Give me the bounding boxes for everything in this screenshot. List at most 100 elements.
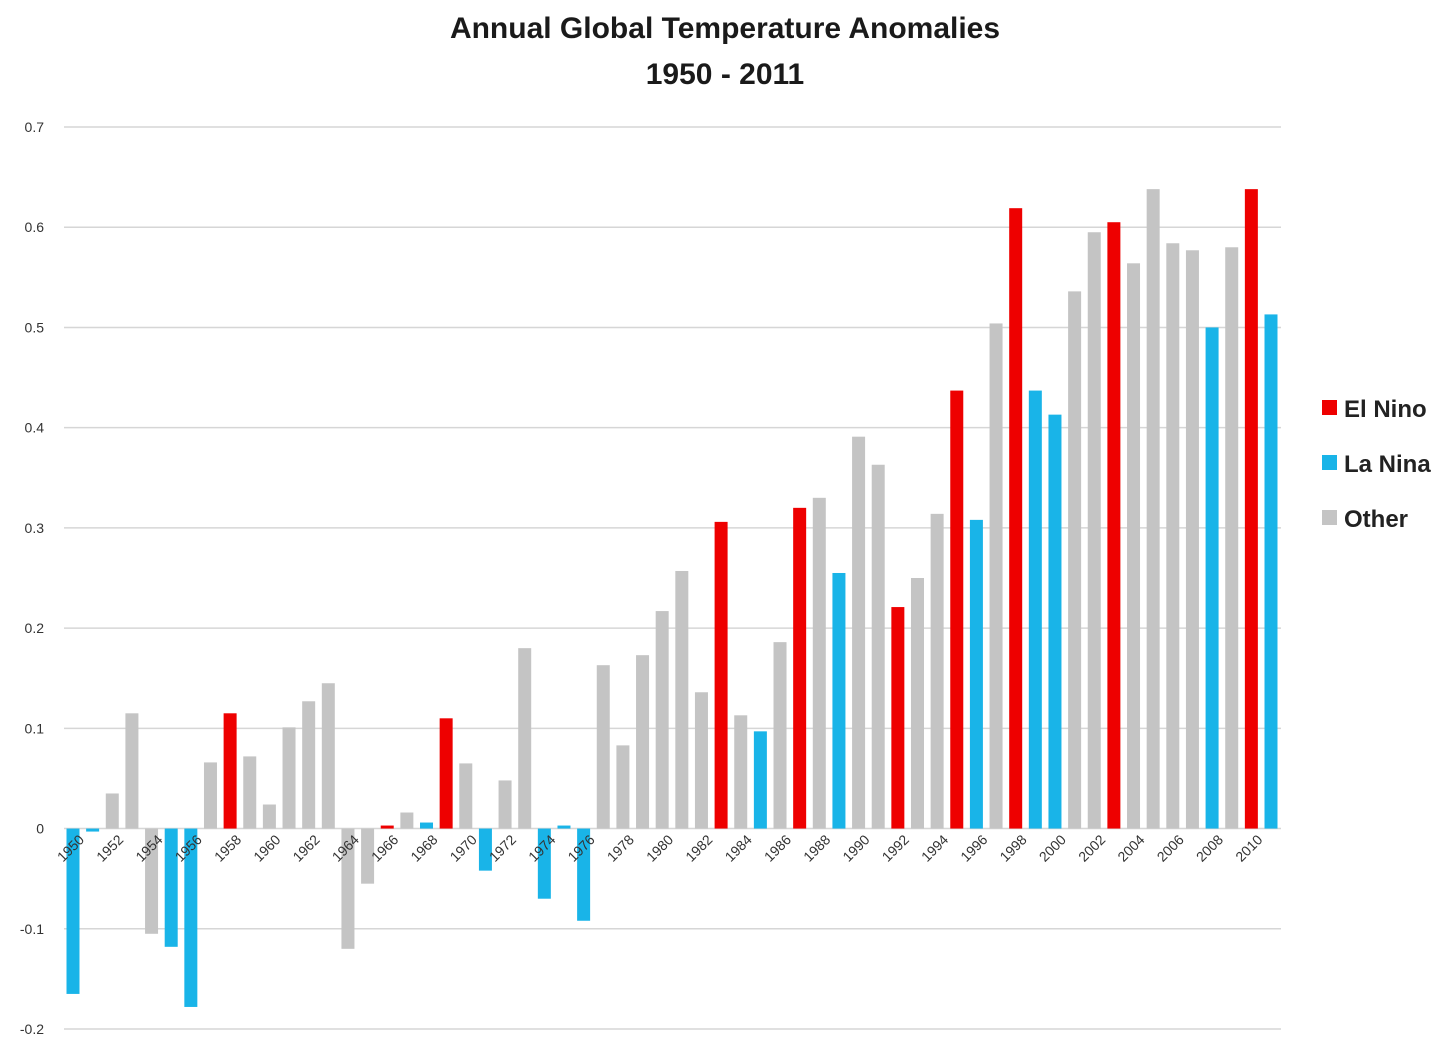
bar-1988 bbox=[812, 497, 826, 829]
x-tick-label: 1958 bbox=[211, 831, 244, 864]
y-tick-label: 0.2 bbox=[25, 620, 45, 636]
bar-2002 bbox=[1087, 232, 1101, 829]
bar-1953 bbox=[125, 713, 139, 829]
x-tick-label: 1988 bbox=[800, 831, 833, 864]
bar-2009 bbox=[1225, 247, 1239, 829]
legend-label: El Nino bbox=[1344, 396, 1427, 423]
x-tick-label: 2004 bbox=[1114, 831, 1147, 864]
bar-1994 bbox=[930, 513, 944, 829]
legend: El Nino La Nina Other bbox=[1322, 396, 1431, 533]
bar-1985 bbox=[753, 731, 767, 829]
bar-2005 bbox=[1146, 189, 1160, 829]
bar-1986 bbox=[773, 642, 787, 829]
y-tick-label: 0.7 bbox=[25, 119, 45, 135]
bar-1982 bbox=[694, 692, 708, 829]
bar-1957 bbox=[203, 762, 217, 829]
bar-2000 bbox=[1048, 414, 1062, 829]
bar-2007 bbox=[1185, 250, 1199, 829]
x-tick-label: 1982 bbox=[682, 831, 715, 864]
x-tick-label: 1968 bbox=[407, 831, 440, 864]
bar-1962 bbox=[302, 701, 316, 829]
x-tick-label: 2008 bbox=[1193, 831, 1226, 864]
legend-label: Other bbox=[1344, 506, 1408, 533]
bar-1987 bbox=[793, 507, 807, 829]
bar-1960 bbox=[262, 804, 276, 829]
bar-1990 bbox=[852, 436, 866, 829]
bar-1999 bbox=[1028, 390, 1042, 829]
x-tick-label: 1952 bbox=[93, 831, 126, 864]
bar-1963 bbox=[321, 683, 335, 829]
y-tick-label: 0.3 bbox=[25, 520, 45, 536]
x-tick-label: 1996 bbox=[957, 831, 990, 864]
y-tick-label: 0.4 bbox=[25, 420, 45, 436]
bar-1956 bbox=[184, 828, 198, 1007]
bar-1977 bbox=[596, 665, 610, 829]
bar-1997 bbox=[989, 323, 1003, 829]
y-tick-label: 0 bbox=[36, 821, 44, 837]
bar-1998 bbox=[1009, 208, 1023, 829]
bar-1974 bbox=[537, 828, 551, 899]
bar-1992 bbox=[891, 607, 905, 829]
bar-1995 bbox=[950, 390, 964, 829]
bar-2010 bbox=[1244, 189, 1258, 829]
y-tick-label: 0.5 bbox=[25, 319, 45, 335]
bar-2011 bbox=[1264, 314, 1278, 829]
bar-1976 bbox=[577, 828, 591, 921]
bar-1971 bbox=[478, 828, 492, 871]
x-tick-label: 2002 bbox=[1075, 831, 1108, 864]
legend-swatch bbox=[1322, 400, 1337, 415]
bar-1965 bbox=[361, 828, 375, 884]
x-tick-label: 1994 bbox=[918, 831, 951, 864]
bar-1983 bbox=[714, 521, 728, 829]
y-axis-ticks: 0.7 0.6 0.5 0.4 0.3 0.2 0.1 0 -0.1 -0.2 bbox=[20, 119, 44, 1037]
bar-1973 bbox=[518, 648, 532, 829]
bars bbox=[66, 189, 1278, 1007]
bar-2001 bbox=[1068, 291, 1082, 829]
bar-1993 bbox=[910, 578, 924, 829]
bar-2008 bbox=[1205, 327, 1219, 829]
bar-1996 bbox=[969, 519, 983, 829]
bar-1964 bbox=[341, 828, 355, 949]
bar-1968 bbox=[420, 822, 434, 829]
y-tick-label: 0.1 bbox=[25, 720, 45, 736]
bar-1959 bbox=[243, 756, 257, 829]
bar-1954 bbox=[145, 828, 159, 934]
bar-1972 bbox=[498, 780, 512, 829]
bar-1967 bbox=[400, 812, 414, 829]
bar-1984 bbox=[734, 715, 748, 829]
bar-1955 bbox=[164, 828, 178, 947]
x-tick-label: 1998 bbox=[996, 831, 1029, 864]
bar-1952 bbox=[105, 793, 119, 829]
chart-title: Annual Global Temperature Anomalies bbox=[449, 12, 1001, 45]
bar-1978 bbox=[616, 745, 630, 829]
bar-1969 bbox=[439, 718, 453, 829]
x-tick-label: 1978 bbox=[604, 831, 637, 864]
x-tick-label: 1986 bbox=[761, 831, 794, 864]
x-tick-label: 1970 bbox=[447, 831, 480, 864]
bar-1979 bbox=[636, 655, 650, 829]
y-tick-label: -0.2 bbox=[20, 1021, 44, 1037]
y-tick-label: -0.1 bbox=[20, 921, 44, 937]
bar-1950 bbox=[66, 828, 80, 994]
x-tick-label: 1984 bbox=[722, 831, 755, 864]
bar-1966 bbox=[380, 825, 394, 829]
bar-1981 bbox=[675, 570, 689, 829]
chart-subtitle: 1950 - 2011 bbox=[645, 58, 805, 91]
x-tick-label: 1980 bbox=[643, 831, 676, 864]
bar-1991 bbox=[871, 464, 885, 829]
bar-1961 bbox=[282, 727, 296, 829]
bar-1970 bbox=[459, 763, 473, 829]
bar-1980 bbox=[655, 611, 669, 829]
legend-label: La Nina bbox=[1344, 451, 1431, 478]
x-tick-label: 1962 bbox=[289, 831, 322, 864]
legend-swatch bbox=[1322, 510, 1337, 525]
y-tick-label: 0.6 bbox=[25, 219, 45, 235]
x-tick-label: 1992 bbox=[879, 831, 912, 864]
x-tick-label: 2000 bbox=[1036, 831, 1069, 864]
bar-1958 bbox=[223, 713, 237, 829]
x-tick-label: 2006 bbox=[1154, 831, 1187, 864]
x-tick-label: 1990 bbox=[839, 831, 872, 864]
bar-1951 bbox=[86, 828, 100, 832]
